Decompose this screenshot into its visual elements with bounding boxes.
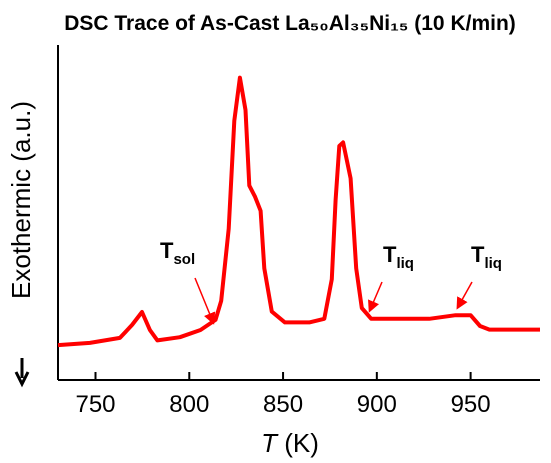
annotation: Tliq [383, 242, 414, 272]
x-tick-label: 800 [169, 391, 209, 418]
chart-title: DSC Trace of As-Cast La₅₀Al₃₅Ni₁₅ (10 K/… [64, 12, 516, 35]
x-axis-label: T (K) [261, 428, 319, 458]
y-axis-label: Exothermic (a.u.) [6, 101, 36, 299]
annotation-main: T [383, 242, 397, 267]
x-tick-label: 950 [451, 391, 491, 418]
annotation-arrow [368, 281, 383, 313]
annotation-arrow [456, 281, 473, 310]
annotation-sub: liq [484, 255, 502, 272]
x-tick-label: 900 [357, 391, 397, 418]
x-tick-label: 850 [263, 391, 303, 418]
annotation-main: T [160, 238, 174, 263]
x-tick-label: 750 [75, 391, 115, 418]
annotation: Tliq [471, 242, 502, 272]
annotation-sub: liq [396, 255, 414, 272]
down-arrow [14, 358, 30, 388]
annotation-main: T [471, 242, 485, 267]
x-label-unit: (K) [277, 428, 319, 458]
annotation-sub: sol [173, 251, 195, 268]
annotation: Tsol [160, 238, 195, 268]
data-line [57, 75, 540, 348]
annotation-arrow [194, 277, 216, 325]
x-label-var: T [261, 428, 279, 458]
